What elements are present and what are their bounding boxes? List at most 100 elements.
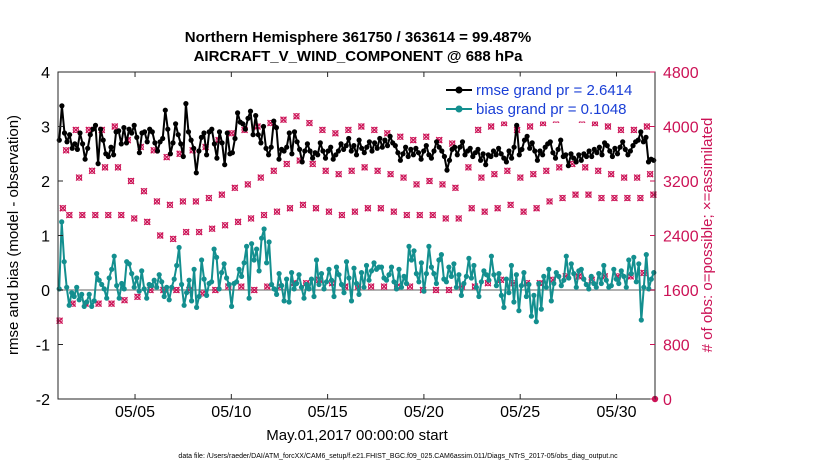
- obs-assimilated-marker: [598, 194, 605, 202]
- bias-point: [643, 252, 649, 258]
- rmse-point: [478, 157, 484, 163]
- obs-possible-marker: [384, 130, 391, 137]
- bias-point: [341, 290, 347, 296]
- rmse-point: [413, 145, 419, 151]
- obs-possible-marker: [361, 164, 368, 171]
- bias-point: [431, 271, 437, 277]
- obs-assimilated-marker: [273, 208, 281, 216]
- obs-assimilated-marker: [439, 180, 446, 188]
- bias-point: [204, 292, 210, 298]
- rmse-point: [253, 113, 259, 119]
- bias-point: [199, 257, 205, 263]
- obs-assimilated-marker: [396, 133, 404, 141]
- bias-point: [244, 243, 250, 249]
- bias-point: [453, 284, 459, 290]
- bias-point: [391, 279, 397, 285]
- rmse-point: [423, 143, 429, 149]
- rmse-point: [439, 148, 445, 154]
- bias-point: [388, 264, 395, 270]
- bias-point: [151, 277, 157, 283]
- bias-point: [291, 286, 297, 292]
- legend-box: [437, 76, 649, 122]
- obs-possible-marker: [273, 208, 281, 215]
- rmse-point: [294, 139, 300, 145]
- rmse-point: [180, 153, 186, 160]
- rmse-point: [573, 159, 579, 165]
- rmse-point: [384, 143, 391, 149]
- obs-possible-marker: [491, 171, 498, 178]
- rmse-point: [534, 157, 541, 163]
- bias-point: [246, 295, 252, 301]
- obs-possible-marker: [221, 222, 229, 229]
- bias-point: [131, 284, 137, 290]
- bias-point: [109, 266, 115, 272]
- rmse-point: [136, 150, 142, 156]
- obs-assimilated-marker: [416, 211, 424, 219]
- obs-assimilated-marker: [218, 191, 226, 199]
- rmse-point: [359, 145, 365, 151]
- obs-assimilated-marker: [370, 126, 378, 134]
- obs-assimilated-marker: [134, 293, 141, 301]
- obs-assimilated-marker: [529, 170, 537, 178]
- rmse-point: [480, 151, 486, 157]
- obs-assimilated-marker: [117, 211, 125, 219]
- rmse-point: [229, 150, 235, 156]
- rmse-point: [571, 155, 577, 161]
- legend: rmse grand pr = 2.6414 bias grand pr = 0…: [437, 76, 649, 122]
- obs-possible-marker: [319, 126, 326, 134]
- obs-possible-marker: [445, 286, 453, 294]
- obs-possible-marker: [455, 215, 462, 222]
- bias-point: [224, 275, 230, 281]
- bias-point: [406, 243, 412, 249]
- rmse-point: [260, 123, 267, 130]
- obs-possible-marker: [368, 283, 375, 290]
- bias-point: [264, 260, 270, 266]
- obs-assimilated-marker: [455, 215, 463, 222]
- bias-point: [386, 272, 392, 278]
- bias-point: [181, 302, 187, 308]
- rmse-point: [395, 150, 401, 156]
- obs-assimilated-marker: [348, 167, 356, 175]
- obs-possible-marker: [413, 181, 420, 188]
- bias-point: [96, 277, 102, 283]
- bias-point: [416, 279, 422, 285]
- y-axis-right: 0 800 1600 2400 3200 4000 4800: [650, 65, 699, 409]
- bias-point: [226, 281, 232, 288]
- obs-assimilated-marker: [633, 174, 641, 182]
- bias-point: [533, 319, 539, 325]
- rmse-point: [408, 146, 414, 152]
- obs-assimilated-marker: [494, 204, 502, 212]
- y-tick-label: 4: [41, 65, 50, 82]
- bias-point: [403, 280, 410, 287]
- obs-possible-marker: [572, 191, 579, 198]
- bias-point: [179, 281, 185, 288]
- bias-point: [398, 284, 405, 290]
- rmse-point: [85, 145, 91, 151]
- bias-point: [149, 283, 155, 289]
- rmse-point: [552, 155, 559, 161]
- obs-assimilated-marker: [101, 163, 109, 171]
- bias-point: [318, 271, 325, 277]
- obs-assimilated-marker: [78, 211, 86, 219]
- rmse-point: [183, 101, 189, 107]
- obs-assimilated-marker: [205, 194, 213, 202]
- bias-point: [269, 281, 275, 288]
- rmse-point: [428, 155, 434, 161]
- bias-point: [284, 276, 290, 282]
- obs-possible-marker: [111, 123, 118, 130]
- obs-possible-marker: [494, 205, 501, 212]
- rmse-point: [356, 137, 362, 143]
- bias-point: [313, 257, 320, 263]
- x-tick-label: 05/05: [115, 404, 155, 421]
- rmse-point: [563, 152, 569, 158]
- bias-point: [461, 280, 467, 287]
- y-axis-left: -2 -1 0 1 2 3 4: [36, 65, 63, 409]
- bias-point: [616, 280, 622, 287]
- obs-possible-marker: [400, 174, 407, 181]
- obs-possible-marker: [650, 191, 657, 198]
- rmse-point: [374, 145, 380, 151]
- obs-possible-marker: [647, 171, 654, 178]
- obs-possible-marker: [637, 194, 644, 202]
- rmse-point: [496, 145, 502, 151]
- rmse-point: [325, 148, 331, 154]
